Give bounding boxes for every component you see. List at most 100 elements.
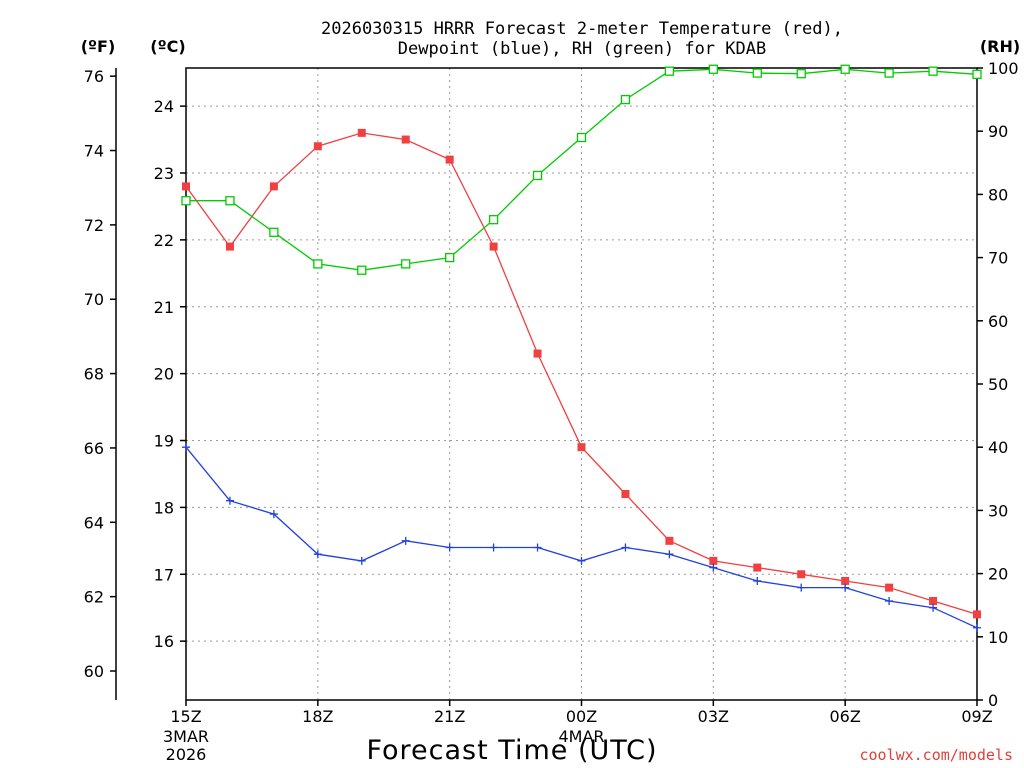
dewpoint-point-10 (621, 543, 630, 552)
rh-point-5 (401, 259, 411, 269)
dewpoint-point-5 (401, 536, 410, 545)
rh-point-6 (445, 252, 455, 263)
dewpoint-point-6 (445, 543, 454, 552)
rh-point-2 (269, 227, 279, 237)
rh-point-14 (796, 69, 806, 79)
rh-tick-label-30: 30 (988, 501, 1008, 520)
dewpoint-point-13 (753, 576, 762, 585)
grid-lines (186, 68, 977, 700)
rh-tick-label-50: 50 (988, 375, 1008, 394)
x-tick-label-18Z: 18Z (302, 707, 333, 726)
rh-point-4 (357, 265, 367, 275)
dewpoint-point-1 (225, 496, 234, 505)
temperature-point-2 (269, 182, 278, 191)
f-tick-label-60: 60 (84, 662, 104, 681)
rh-point-9 (576, 132, 587, 143)
x-tick-label-00Z: 00Z (566, 707, 597, 726)
rh-point-7 (488, 215, 499, 225)
dewpoint-point-0 (182, 443, 190, 452)
f-tick-label-74: 74 (84, 142, 104, 161)
credit-text: coolwx.com/models (859, 746, 1013, 764)
c-tick-label-20: 20 (154, 365, 174, 384)
temperature-point-10 (621, 490, 630, 499)
c-tick-label-17: 17 (154, 565, 174, 584)
temperature-point-7 (489, 242, 498, 251)
rh-tick-label-10: 10 (988, 628, 1008, 647)
dewpoint-point-2 (269, 510, 278, 519)
f-tick-label-66: 66 (84, 439, 104, 458)
dewpoint-point-11 (665, 550, 674, 559)
dewpoint-point-12 (709, 563, 718, 572)
dewpoint-point-3 (313, 550, 322, 559)
temperature-point-3 (313, 142, 322, 151)
temperature-point-17 (929, 597, 938, 606)
temperature-point-8 (533, 349, 542, 358)
temperature-point-14 (797, 570, 806, 579)
rh-tick-label-40: 40 (988, 438, 1008, 457)
rh-point-13 (752, 68, 762, 78)
rh-tick-label-20: 20 (988, 565, 1008, 584)
temperature-point-11 (665, 536, 674, 545)
rh-point-15 (840, 64, 850, 74)
temperature-point-13 (753, 563, 762, 572)
c-tick-label-23: 23 (154, 164, 174, 183)
temperature-point-18 (973, 610, 981, 619)
c-tick-label-24: 24 (154, 97, 174, 116)
c-tick-label-16: 16 (154, 632, 174, 651)
f-tick-label-72: 72 (84, 216, 104, 235)
x-sublabel-2026: 2026 (166, 745, 207, 764)
chart-title-line-1: 2026030315 HRRR Forecast 2-meter Tempera… (321, 19, 843, 39)
temperature-point-1 (225, 242, 234, 251)
dewpoint-point-18 (973, 623, 981, 632)
x-sublabel-3MAR: 3MAR (163, 727, 209, 746)
dewpoint-point-4 (357, 556, 366, 565)
temperature-point-0 (182, 182, 190, 191)
dewpoint-point-7 (489, 543, 498, 552)
rh-point-3 (313, 259, 323, 269)
temperature-point-6 (445, 155, 454, 164)
temperature-point-16 (885, 583, 894, 592)
rh-point-11 (664, 66, 675, 76)
dewpoint-point-8 (533, 543, 542, 552)
c-tick-label-18: 18 (154, 498, 174, 517)
temperature-point-9 (577, 443, 586, 452)
c-tick-label-21: 21 (154, 298, 174, 317)
rh-tick-label-70: 70 (988, 249, 1008, 268)
temperature-point-4 (357, 128, 366, 137)
rh-point-12 (708, 64, 718, 74)
c-tick-label-19: 19 (154, 432, 174, 451)
x-tick-label-15Z: 15Z (170, 707, 201, 726)
dewpoint-point-14 (797, 583, 806, 592)
x-tick-label-21Z: 21Z (434, 707, 465, 726)
rh-unit-label: (RH) (980, 37, 1020, 56)
rh-tick-label-60: 60 (988, 312, 1008, 331)
x-tick-label-09Z: 09Z (961, 707, 992, 726)
series-layer (181, 64, 982, 632)
dewpoint-point-9 (577, 556, 586, 565)
dewpoint-point-17 (929, 603, 938, 612)
f-tick-label-70: 70 (84, 290, 104, 309)
celsius-unit-label: (ºC) (150, 37, 185, 56)
rh-tick-label-90: 90 (988, 122, 1008, 141)
temperature-point-5 (401, 135, 410, 144)
x-axis-title: Forecast Time (UTC) (366, 735, 657, 766)
rh-point-1 (225, 196, 235, 206)
fahrenheit-unit-label: (ºF) (81, 37, 116, 56)
dewpoint-point-15 (841, 583, 850, 592)
f-tick-label-62: 62 (84, 588, 104, 607)
x-sublabel-4MAR: 4MAR (558, 727, 604, 746)
rh-point-10 (620, 94, 631, 105)
chart-title-line-2: Dewpoint (blue), RH (green) for KDAB (398, 39, 766, 59)
rh-tick-label-0: 0 (988, 691, 998, 710)
rh-point-0 (181, 196, 191, 206)
temperature-point-15 (841, 576, 850, 585)
plot-frame (185, 67, 978, 701)
rh-point-17 (928, 66, 938, 76)
f-tick-label-76: 76 (84, 67, 104, 86)
c-tick-label-22: 22 (154, 231, 174, 250)
rh-point-8 (532, 170, 543, 181)
f-tick-label-68: 68 (84, 365, 104, 384)
rh-tick-label-80: 80 (988, 185, 1008, 204)
